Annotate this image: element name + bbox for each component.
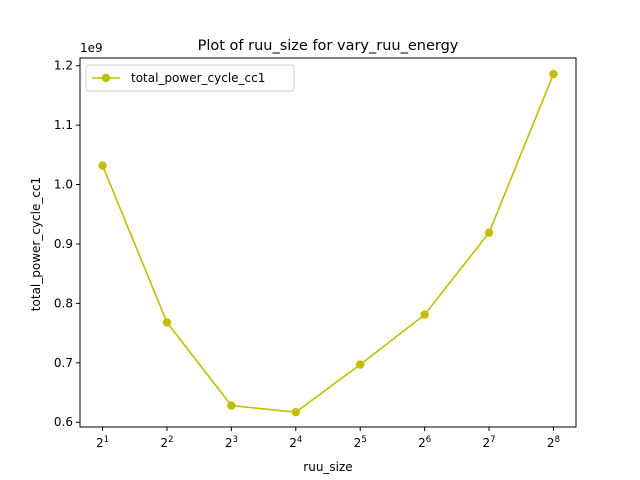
x-tick-label: 25 xyxy=(354,435,367,450)
y-tick-label: 1.2 xyxy=(54,59,73,73)
legend-label: total_power_cycle_cc1 xyxy=(131,71,265,85)
data-point xyxy=(420,310,429,319)
data-point xyxy=(162,318,172,327)
data-point xyxy=(549,69,558,79)
y-tick-label: 1.0 xyxy=(54,178,73,192)
y-tick-label: 0.8 xyxy=(54,296,73,310)
y-tick-label: 0.7 xyxy=(54,356,73,370)
plot-frame xyxy=(79,57,577,428)
y-tick-label: 0.9 xyxy=(54,237,73,251)
data-point xyxy=(356,360,365,369)
data-point xyxy=(291,407,300,417)
legend: total_power_cycle_cc1 xyxy=(85,64,295,92)
data-point xyxy=(484,228,494,237)
data-point xyxy=(227,401,236,410)
plot-area: 0.6 0.7 0.8 0.9 1.0 1.1 1.2 21 22 23 24 25 26 27 28 xyxy=(54,57,577,450)
legend-marker xyxy=(101,73,111,83)
y-tick-label: 1.1 xyxy=(54,118,73,132)
x-tick-label: 28 xyxy=(547,435,560,450)
x-tick-label: 22 xyxy=(160,435,173,450)
x-tick-label: 27 xyxy=(483,435,496,450)
y-axis-label: total_power_cycle_cc1 xyxy=(29,177,43,311)
x-tick-label: 24 xyxy=(289,435,302,450)
x-tick-label: 21 xyxy=(96,435,109,450)
series-line xyxy=(101,73,555,413)
y-tick-label: 0.6 xyxy=(54,415,73,429)
x-axis-label: ruu_size xyxy=(303,460,352,474)
legend-box xyxy=(85,64,295,92)
x-tick-label: 23 xyxy=(225,435,238,450)
data-point xyxy=(98,161,107,170)
x-tick-label: 26 xyxy=(418,435,431,450)
chart-title: Plot of ruu_size for vary_ruu_energy xyxy=(198,38,459,54)
y-offset-label: 1e9 xyxy=(80,41,103,55)
